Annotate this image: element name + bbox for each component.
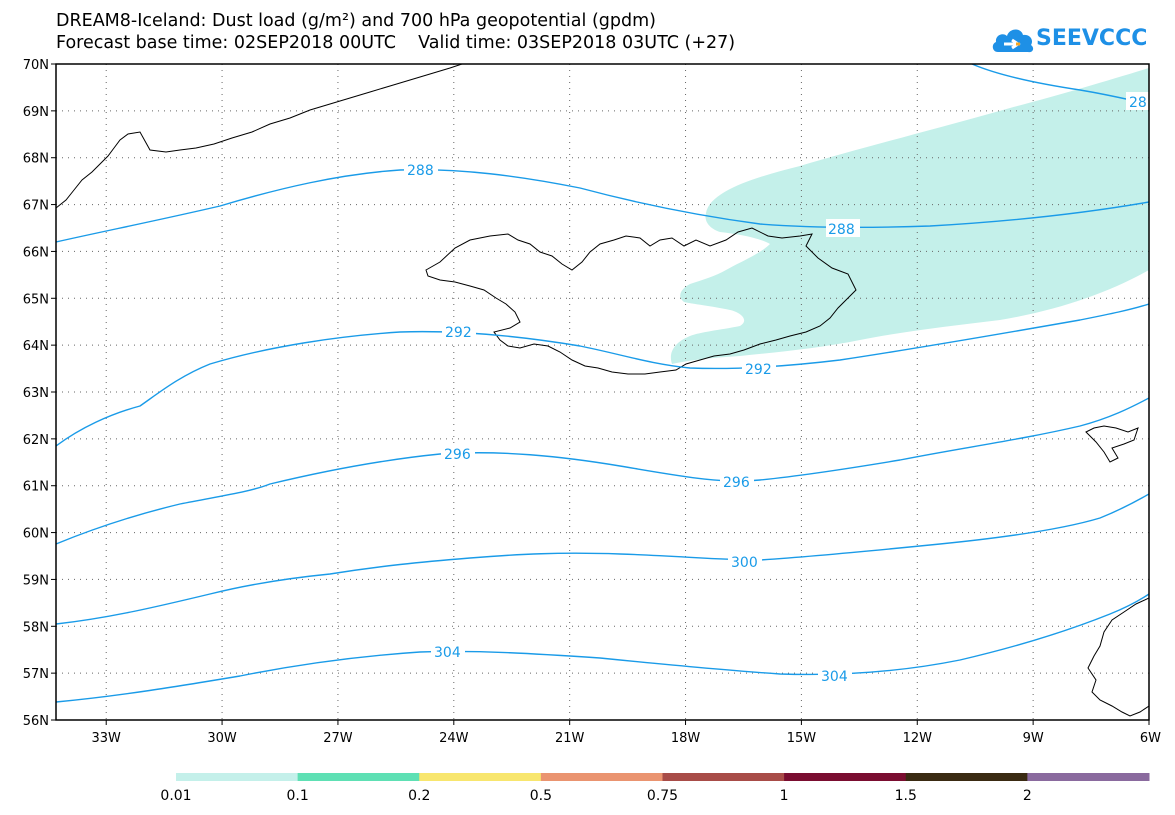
- map-subtitle: Forecast base time: 02SEP2018 00UTC Vali…: [56, 33, 736, 53]
- colorbar-label: 0.5: [530, 788, 552, 804]
- contour-300: [56, 493, 1149, 625]
- geopotential-contours: [56, 64, 1149, 703]
- lat-tick-label: 60N: [23, 527, 49, 542]
- lat-tick-label: 56N: [23, 714, 49, 729]
- lon-tick-label: 9W: [1023, 731, 1044, 746]
- colorbar: 0.01 0.1 0.2 0.5 0.75 1 1.5 2: [160, 773, 1150, 804]
- dust-plume: [670, 68, 1149, 364]
- colorbar-swatch: [176, 773, 299, 781]
- contour-292: [56, 303, 1149, 447]
- contour-label-292b: 292: [745, 362, 772, 378]
- cloud-icon: [992, 29, 1034, 53]
- lon-tick-label: 18W: [671, 731, 701, 746]
- lon-tick-label: 15W: [787, 731, 817, 746]
- colorbar-label: 2: [1023, 788, 1032, 804]
- contour-label-300: 300: [731, 555, 758, 571]
- colorbar-swatch: [1027, 773, 1150, 781]
- colorbar-label: 0.2: [408, 788, 430, 804]
- longitude-labels: 33W 30W 27W 24W 21W 18W 15W 12W 9W 6W: [92, 720, 1161, 746]
- lat-tick-label: 62N: [23, 433, 49, 448]
- contour-label-304b: 304: [821, 669, 848, 685]
- seevccc-logo: SEEVCCC: [990, 20, 1148, 60]
- lat-tick-label: 69N: [23, 105, 49, 120]
- lat-tick-label: 68N: [23, 152, 49, 167]
- lon-tick-label: 30W: [207, 731, 237, 746]
- lon-tick-label: 27W: [323, 731, 353, 746]
- colorbar-swatch: [905, 773, 1028, 781]
- colorbar-label: 1: [780, 788, 789, 804]
- lat-tick-label: 59N: [23, 573, 49, 588]
- contour-label-288c: 28: [1129, 95, 1147, 111]
- dust-load-area: [670, 68, 1149, 364]
- contour-288: [56, 169, 1149, 243]
- logo-text: SEEVCCC: [1036, 26, 1148, 51]
- lat-tick-label: 66N: [23, 245, 49, 260]
- lon-tick-label: 24W: [439, 731, 469, 746]
- contour-label-296b: 296: [723, 475, 750, 491]
- contour-labels: 288 288 28 292 292 296 296 300 304 304: [404, 92, 1149, 685]
- latitude-labels: 70N 69N 68N 67N 66N 65N 64N 63N 62N 61N 60N 59N 58N 5…: [23, 58, 56, 729]
- contour-label-288b: 288: [828, 222, 855, 238]
- scotland-coast: [1087, 597, 1149, 717]
- lon-tick-label: 12W: [903, 731, 933, 746]
- lat-tick-label: 64N: [23, 339, 49, 354]
- colorbar-swatch: [419, 773, 542, 781]
- colorbar-label: 0.01: [160, 788, 191, 804]
- contour-label-292a: 292: [445, 325, 472, 341]
- colorbar-swatch: [297, 773, 420, 781]
- colorbar-label: 0.75: [647, 788, 678, 804]
- colorbar-label: 0.1: [286, 788, 308, 804]
- contour-296: [56, 397, 1149, 545]
- colorbar-swatch: [784, 773, 907, 781]
- contour-label-304a: 304: [434, 645, 461, 661]
- colorbar-label: 1.5: [895, 788, 917, 804]
- lon-tick-label: 6W: [1140, 731, 1161, 746]
- lon-tick-label: 21W: [555, 731, 585, 746]
- lat-tick-label: 58N: [23, 620, 49, 635]
- contour-304: [56, 593, 1149, 703]
- lat-tick-label: 65N: [23, 292, 49, 307]
- greenland-coast: [56, 64, 463, 209]
- lat-tick-label: 57N: [23, 667, 49, 682]
- contour-label-296a: 296: [444, 447, 471, 463]
- lon-tick-label: 33W: [92, 731, 122, 746]
- map-title: DREAM8-Iceland: Dust load (g/m²) and 700…: [56, 11, 656, 31]
- colorbar-swatch: [540, 773, 663, 781]
- map-gridlines: [56, 64, 1149, 720]
- contour-label-288a: 288: [407, 163, 434, 179]
- lat-tick-label: 61N: [23, 480, 49, 495]
- coastlines: [56, 64, 1149, 717]
- faroe-coast: [1085, 425, 1139, 463]
- iceland-coast: [425, 227, 857, 375]
- lat-tick-label: 70N: [23, 58, 49, 73]
- lat-tick-label: 63N: [23, 386, 49, 401]
- colorbar-swatch: [662, 773, 785, 781]
- lat-tick-label: 67N: [23, 199, 49, 214]
